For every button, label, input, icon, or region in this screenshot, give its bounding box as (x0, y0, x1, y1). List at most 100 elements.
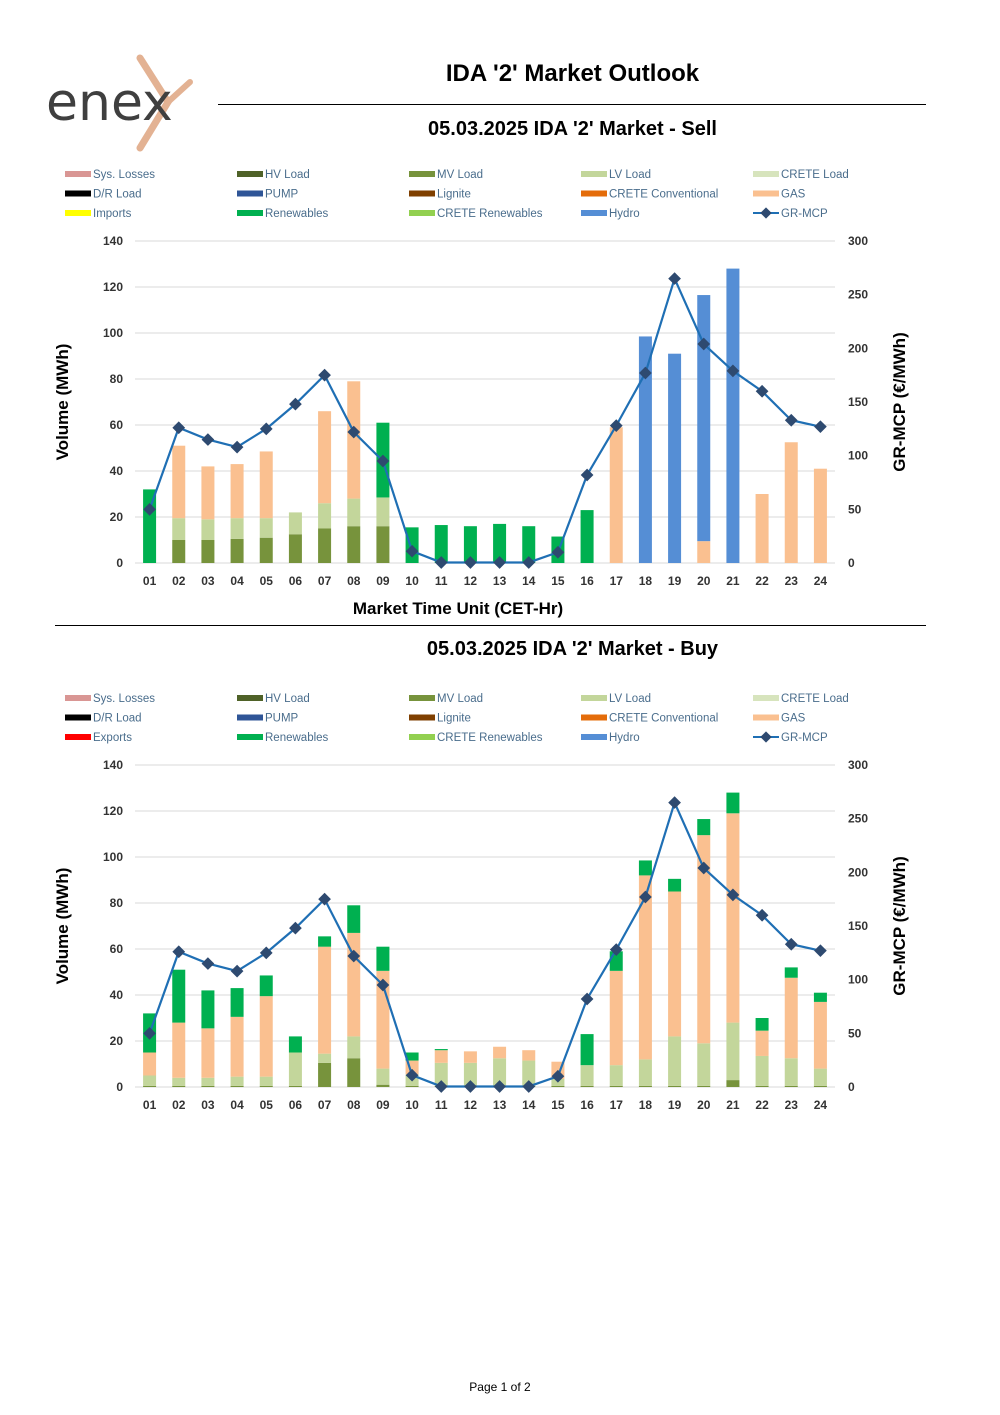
sell-y-tick: 100 (103, 326, 123, 340)
sell-mcp-point (376, 454, 390, 468)
buy-legend-mv-load: MV Load (409, 693, 483, 705)
buy-legend-label: Sys. Losses (93, 693, 155, 705)
buy-bar-gas (813, 1001, 827, 1069)
buy-legend-label: CRETE Conventional (609, 713, 718, 725)
buy-mcp-point (172, 945, 186, 959)
sell-mcp-point (405, 544, 419, 558)
buy-mcp-point (259, 946, 273, 960)
buy-x-tick: 09 (376, 1098, 390, 1112)
sell-mcp-point (668, 272, 681, 285)
sell-bar-hydro (638, 336, 652, 563)
buy-bar-renewables (697, 819, 711, 836)
buy-bar-mv-load (755, 1085, 769, 1087)
buy-x-tick: 10 (405, 1098, 419, 1112)
buy-chart: Sys. Losses HV Load MV Load LV Load CRETE Lo… (53, 693, 909, 1112)
sell-y2-tick: 250 (848, 288, 868, 302)
buy-legend-label: PUMP (265, 713, 299, 725)
buy-bar-renewables (813, 992, 827, 1002)
sell-bar-hydro (697, 295, 711, 542)
sell-legend-renewables: Renewables (237, 208, 329, 220)
buy-bar-renewables (376, 946, 390, 971)
buy-legend-hv-load: HV Load (237, 693, 310, 705)
buy-x-tick: 21 (726, 1098, 740, 1112)
sell-mcp-point (259, 422, 273, 436)
sell-bar-gas (347, 381, 361, 499)
sell-legend-hv-load: HV Load (237, 169, 310, 181)
buy-legend-label: Renewables (265, 732, 329, 744)
buy-bar-gas (259, 996, 273, 1077)
sell-y-tick: 60 (110, 418, 124, 432)
buy-y-tick: 120 (103, 804, 123, 818)
buy-bar-gas (463, 1051, 477, 1063)
buy-bar-lv-load (347, 1036, 361, 1059)
sell-mcp-point (230, 440, 244, 454)
sell-x-tick: 15 (551, 574, 565, 588)
sell-bar-renewables (434, 525, 448, 563)
buy-y2-tick: 50 (848, 1026, 862, 1040)
buy-bar-mv-load (609, 1085, 623, 1087)
buy-bar-renewables (172, 969, 186, 1023)
sell-bar-mv-load (201, 540, 215, 563)
buy-bar-lv-load (813, 1068, 827, 1086)
buy-bar-renewables (405, 1052, 419, 1061)
buy-bar-renewables (726, 792, 740, 814)
sell-chart: Sys. Losses HV Load MV Load LV Load CRETE Lo… (53, 169, 909, 618)
buy-bar-renewables (638, 860, 652, 876)
buy-bar-mv-load (697, 1085, 711, 1087)
buy-legend-label: HV Load (265, 693, 310, 705)
sell-mcp-point (464, 556, 477, 569)
buy-bar-lv-load (638, 1059, 652, 1086)
sell-x-tick: 14 (522, 574, 536, 588)
buy-x-tick: 15 (551, 1098, 565, 1112)
buy-bar-mv-load (143, 1085, 157, 1087)
buy-legend-d-r-load: D/R Load (65, 713, 142, 725)
buy-bar-lv-load (726, 1022, 740, 1081)
buy-bar-mv-load (347, 1058, 361, 1087)
buy-bar-renewables (259, 975, 273, 997)
sell-mcp-point (289, 397, 302, 411)
buy-bar-mv-load (288, 1085, 302, 1087)
sell-x-tick: 04 (230, 574, 244, 588)
buy-legend-lv-load: LV Load (581, 693, 651, 705)
buy-x-tick: 04 (230, 1098, 244, 1112)
buy-bar-mv-load (318, 1062, 332, 1087)
buy-y-tick: 0 (116, 1080, 123, 1094)
sell-legend-gr-mcp: GR-MCP (753, 207, 828, 220)
sell-bar-lv-load (318, 503, 332, 529)
sell-legend-pump: PUMP (237, 189, 299, 201)
sell-x-tick: 07 (318, 574, 332, 588)
buy-x-tick: 16 (580, 1098, 594, 1112)
sell-legend-lignite: Lignite (409, 189, 471, 201)
sell-mcp-point (434, 556, 448, 569)
buy-legend-label: GAS (781, 713, 806, 725)
sell-legend-label: HV Load (265, 169, 310, 181)
buy-bar-lv-load (609, 1065, 623, 1086)
sell-legend-sys-losses: Sys. Losses (65, 169, 155, 181)
buy-bar-lv-load (259, 1076, 273, 1086)
buy-bar-renewables (201, 990, 215, 1029)
buy-y-tick: 140 (103, 758, 123, 772)
buy-legend-label: CRETE Renewables (437, 732, 543, 744)
sell-bar-lv-load (288, 512, 302, 535)
sell-bar-lv-load (376, 497, 390, 527)
buy-legend-crete-conventional: CRETE Conventional (581, 713, 718, 725)
sell-x-tick: 16 (580, 574, 594, 588)
buy-bar-gas (230, 1016, 244, 1077)
sell-bar-mv-load (230, 538, 244, 563)
buy-legend-renewables: Renewables (237, 732, 329, 744)
sell-x-tick: 02 (172, 574, 186, 588)
sell-bar-mv-load (318, 528, 332, 563)
buy-y2-tick: 150 (848, 919, 868, 933)
buy-bar-renewables (434, 1049, 448, 1051)
sell-legend-hydro: Hydro (581, 208, 640, 220)
buy-legend-label: GR-MCP (781, 732, 828, 744)
sell-legend-crete-conventional: CRETE Conventional (581, 189, 718, 201)
buy-bar-lv-load (143, 1075, 157, 1086)
buy-bar-mv-load (813, 1085, 827, 1087)
buy-x-tick: 12 (464, 1098, 478, 1112)
buy-bar-lv-load (463, 1062, 477, 1086)
buy-mcp-line (148, 799, 821, 1088)
buy-bar-renewables (288, 1036, 302, 1053)
sell-bar-renewables (493, 523, 507, 563)
buy-bar-mv-load (376, 1084, 390, 1087)
